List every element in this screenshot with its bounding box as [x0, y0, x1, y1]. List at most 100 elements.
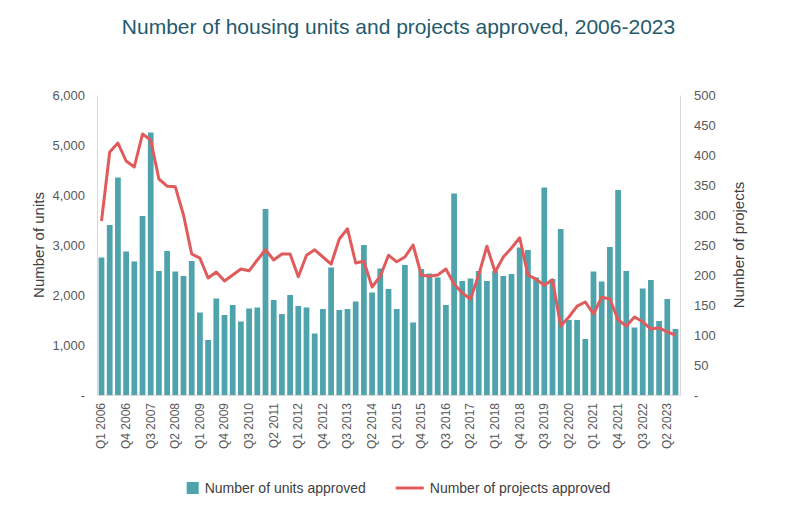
x-tick: Q2 2014	[365, 395, 379, 449]
bar	[517, 248, 523, 396]
bar	[328, 268, 334, 396]
bar	[164, 251, 170, 395]
y2-tick: 250	[680, 238, 716, 253]
bar	[648, 280, 654, 395]
x-tick: Q1 2006	[94, 395, 108, 449]
y2-tick-label: 400	[694, 148, 716, 163]
x-tick: Q3 2022	[636, 395, 650, 449]
bar	[131, 262, 137, 396]
y-tick: 6,000	[52, 88, 97, 103]
y2-tick-label: 200	[694, 268, 716, 283]
y-tick: 1,000	[52, 338, 97, 353]
y2-axis-line	[680, 96, 681, 396]
bar	[304, 308, 310, 396]
y-tick-label: 2,000	[52, 288, 85, 303]
bar	[402, 265, 408, 395]
marks	[99, 133, 679, 396]
x-tick-label: Q4 2021	[611, 403, 625, 449]
bar	[271, 300, 277, 395]
bar	[107, 225, 113, 395]
bar	[582, 339, 588, 395]
y2-tick-label: 350	[694, 178, 716, 193]
y2-tick-label: 150	[694, 298, 716, 313]
x-tick: Q4 2009	[217, 395, 231, 449]
x-tick: Q2 2011	[267, 395, 281, 448]
x-tick: Q1 2018	[488, 395, 502, 449]
x-tick-label: Q2 2014	[365, 403, 379, 449]
x-tick-label: Q3 2022	[636, 403, 650, 449]
bar	[205, 340, 211, 395]
bar	[197, 313, 203, 396]
y2-tick-label: 500	[694, 88, 716, 103]
bar	[509, 274, 515, 395]
bar	[295, 306, 301, 395]
bar	[222, 315, 228, 395]
y2-tick: 450	[680, 118, 716, 133]
y2-tick: 400	[680, 148, 716, 163]
x-tick: Q3 2016	[439, 395, 453, 449]
y-tick-label: 6,000	[52, 88, 85, 103]
x-tick-label: Q4 2015	[414, 403, 428, 449]
bar	[673, 329, 679, 395]
plot-area: -1,0002,0003,0004,0005,0006,000-50100150…	[52, 88, 715, 449]
y-axis: -1,0002,0003,0004,0005,0006,000	[52, 88, 97, 403]
x-tick-label: Q1 2012	[291, 403, 305, 449]
x-tick: Q3 2019	[537, 395, 551, 449]
bar	[500, 276, 506, 395]
chart-svg: Number of housing units and projects app…	[0, 0, 800, 527]
bar	[99, 258, 105, 396]
bar	[640, 289, 646, 396]
x-tick-label: Q3 2016	[439, 403, 453, 449]
x-tick: Q2 2020	[562, 395, 576, 449]
y-tick-label: 1,000	[52, 338, 85, 353]
y2-tick-label: 300	[694, 208, 716, 223]
y-tick-label: -	[81, 388, 85, 403]
bar	[189, 261, 195, 395]
bar	[443, 305, 449, 395]
bar	[213, 299, 219, 396]
bar	[312, 334, 318, 396]
y2-tick: 350	[680, 178, 716, 193]
y-tick: 2,000	[52, 288, 97, 303]
bar	[427, 274, 433, 396]
bar	[418, 269, 424, 395]
x-tick-label: Q1 2018	[488, 403, 502, 449]
legend-item: Number of units approved	[187, 480, 366, 496]
bar	[541, 188, 547, 396]
x-tick-label: Q1 2015	[390, 403, 404, 449]
bar	[345, 309, 351, 395]
x-axis-line	[98, 395, 681, 396]
x-tick: Q1 2009	[193, 395, 207, 449]
y2-tick: 300	[680, 208, 716, 223]
x-tick-label: Q3 2019	[537, 403, 551, 449]
x-tick-label: Q2 2008	[168, 403, 182, 449]
x-tick-label: Q3 2007	[144, 403, 158, 449]
y-tick: 3,000	[52, 238, 97, 253]
x-tick: Q2 2017	[463, 395, 477, 449]
x-tick: Q2 2023	[660, 395, 674, 449]
x-tick-label: Q1 2009	[193, 403, 207, 449]
y2-tick: 150	[680, 298, 716, 313]
x-tick-label: Q4 2006	[119, 403, 133, 449]
x-tick-label: Q2 2011	[267, 403, 281, 448]
legend-label: Number of projects approved	[430, 480, 611, 496]
bar	[369, 293, 375, 396]
x-tick-label: Q2 2020	[562, 403, 576, 449]
y2-tick-label: 450	[694, 118, 716, 133]
x-tick: Q3 2007	[144, 395, 158, 449]
bar	[632, 328, 638, 396]
bar	[230, 305, 236, 395]
y-axis-title: Number of units	[30, 192, 47, 298]
y-axis-line	[97, 96, 98, 396]
bar	[238, 322, 244, 396]
legend: Number of units approved Number of projec…	[187, 480, 611, 496]
y2-axis-title: Number of projects	[730, 182, 747, 309]
legend-swatch	[396, 487, 424, 490]
bar	[336, 310, 342, 395]
y-tick-label: 4,000	[52, 188, 85, 203]
y2-tick-label: 50	[694, 358, 708, 373]
bar	[484, 281, 490, 395]
bar	[533, 278, 539, 396]
bar	[656, 321, 662, 395]
chart-title: Number of housing units and projects app…	[122, 15, 675, 38]
